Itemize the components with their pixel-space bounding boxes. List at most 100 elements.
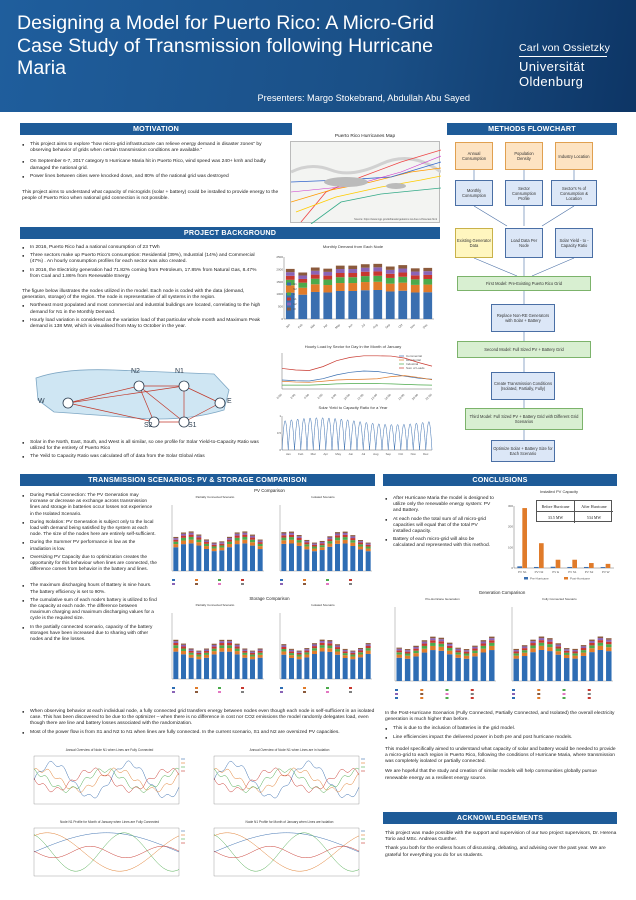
conclusions-bullet: At each node the total sum of all micro-… [385, 517, 495, 536]
bar-segment [348, 283, 358, 291]
bar-segment [289, 543, 294, 571]
bar-segment [296, 535, 302, 537]
bar-segment [413, 650, 419, 654]
y-tick-label: 1500 [276, 280, 283, 284]
bar-segment [396, 648, 402, 651]
bar-segment [211, 543, 217, 545]
bar-segment [606, 641, 612, 645]
bar-segment [312, 643, 317, 645]
bar-segment [472, 645, 478, 647]
bar-segment [385, 283, 395, 292]
chart-subtitle: Isolated Scenario [311, 495, 335, 499]
bar-segment [342, 653, 348, 656]
bar-segment [234, 651, 240, 655]
bar-segment [227, 641, 232, 644]
bar-segment [181, 537, 186, 541]
scenarios-bullet: Oversizing PV Capacity due to optimizati… [22, 555, 157, 574]
bar-segment [327, 541, 333, 544]
bar-segment [219, 651, 225, 679]
bar-segment [385, 266, 395, 270]
bar-segment [234, 533, 240, 536]
bar-segment [350, 656, 356, 660]
bar-segment [373, 275, 383, 282]
bar-segment [296, 540, 302, 543]
logo-rule [519, 56, 607, 57]
chart-title: Node N1 Profile for Month of January whe… [59, 820, 160, 824]
bar-segment [281, 533, 287, 536]
bar [555, 559, 561, 568]
line-chart-svg [33, 827, 185, 877]
bar-segment [296, 650, 302, 652]
bar-segment [242, 539, 248, 544]
x-tick-label: 4:00 [303, 393, 310, 400]
bar-segment [421, 652, 428, 681]
bar-segment [296, 652, 302, 655]
bar [600, 567, 606, 568]
presenters: Presenters: Margo Stokebrand, Abdullah A… [257, 93, 470, 103]
bar-segment [204, 657, 209, 679]
flow-box-annual: Annual Consumption [455, 142, 493, 170]
legend-swatch [303, 691, 306, 693]
bar-segment [373, 281, 383, 290]
bar-segment [335, 290, 345, 319]
bar-segment [327, 536, 333, 538]
bar-segment [563, 658, 570, 681]
bar-segment [319, 547, 325, 551]
background-text-2: Solar in the North, East, South, and Wes… [22, 440, 262, 463]
flow-box-replace: Replace Non-RE Generators with Solar + B… [491, 304, 555, 332]
bar-segment [234, 544, 240, 571]
legend-swatch [218, 583, 221, 585]
bar-segment [385, 291, 395, 319]
bar-segment [281, 654, 287, 679]
pv-partial-chart: Partially Connected Scenario [162, 495, 268, 595]
bar-segment [319, 639, 325, 641]
bar-segment [289, 532, 294, 535]
x-tick-label: Apr [323, 452, 328, 456]
bar-segment [281, 646, 287, 650]
bar-segment [289, 655, 294, 658]
bar-segment [296, 656, 302, 660]
bar-segment [298, 272, 308, 276]
bar-segment [319, 543, 325, 546]
legend-swatch [537, 693, 541, 695]
bar-segment [555, 644, 562, 647]
bar-segment [358, 542, 363, 545]
bar-segment [242, 534, 248, 537]
bar-segment [327, 539, 333, 542]
bar-segment [358, 546, 363, 550]
series-line [33, 760, 180, 799]
bar-segment [173, 639, 179, 642]
after-hurricane-value: 534 MW [586, 515, 602, 520]
hourly-load-chart: Hourly Load by Sector for Day in the Mon… [268, 344, 438, 402]
legend-swatch [587, 689, 591, 691]
bar-segment [319, 642, 325, 646]
bar-segment [360, 276, 370, 283]
bar-segment [188, 657, 194, 679]
bar-segment [257, 649, 263, 651]
bar-segment [304, 544, 310, 547]
flow-box-solar: Solar Yield - to - Capacity Ratio [555, 228, 593, 258]
bar-segment [250, 654, 255, 657]
bar-segment [358, 549, 363, 571]
bar-segment [242, 654, 248, 658]
bar-segment [319, 541, 325, 544]
legend-swatch [172, 583, 175, 585]
pv-isolated-chart: Isolated Scenario [270, 495, 376, 595]
bar-segment [365, 542, 371, 544]
bar-segment [513, 650, 519, 652]
bar-segment [285, 272, 295, 276]
series-line [33, 767, 180, 793]
bar-segment [173, 645, 179, 648]
line-chart-svg [213, 755, 365, 805]
bar-segment [489, 650, 495, 681]
bar-segment [242, 648, 248, 650]
bar-segment [438, 641, 445, 644]
bar-segment [173, 651, 179, 679]
hurricane-map: Source: https://www.ngp.gov/lelhanelerge… [290, 141, 442, 225]
bar-segment [204, 539, 209, 541]
bar-segment [181, 532, 186, 534]
bar-segment [563, 648, 570, 650]
legend-swatch [395, 689, 398, 691]
legend-swatch [512, 697, 515, 699]
bar-segment [196, 534, 202, 536]
